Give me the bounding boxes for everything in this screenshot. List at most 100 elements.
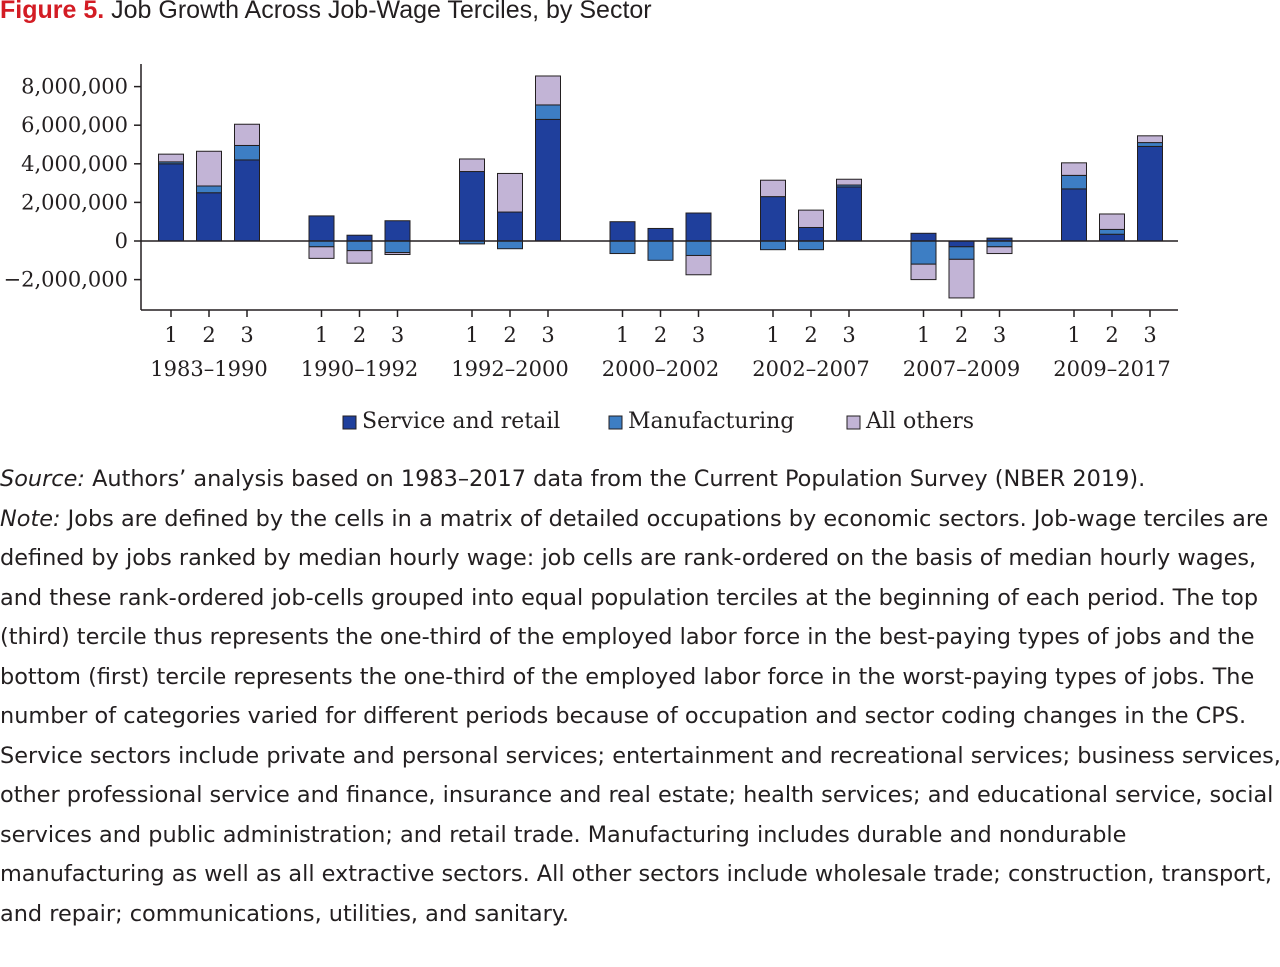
bar-segment-all-others <box>948 258 975 299</box>
bar-segment-all-others <box>836 178 862 186</box>
tercile-label: 3 <box>1143 323 1156 347</box>
period-label: 2009–2017 <box>1053 357 1170 381</box>
bar-segment-manufacturing <box>196 185 222 194</box>
tercile-label: 2 <box>654 323 667 347</box>
note-paragraph: Note: Jobs are defined by the cells in a… <box>0 500 1280 935</box>
period-label: 2002–2007 <box>752 357 869 381</box>
tercile-label: 2 <box>503 323 516 347</box>
bar-segment-service-retail <box>535 118 561 242</box>
legend-label-manufacturing: Manufacturing <box>628 409 794 434</box>
bar-segment-service-retail <box>196 192 222 242</box>
bar-segment-service-retail <box>647 227 674 242</box>
bar-segment-manufacturing <box>346 240 373 252</box>
bar-segment-service-retail <box>497 211 523 242</box>
bar-segment-service-retail <box>308 215 335 242</box>
bar-segment-manufacturing <box>647 240 674 261</box>
bar-segment-all-others <box>308 246 335 259</box>
bar-segment-manufacturing <box>234 144 260 161</box>
period-label: 2007–2009 <box>903 357 1020 381</box>
tercile-label: 3 <box>692 323 705 347</box>
bar-segment-service-retail <box>836 186 862 242</box>
legend-label-service-retail: Service and retail <box>362 409 560 434</box>
source-text: Authors’ analysis based on 1983–2017 dat… <box>84 466 1146 492</box>
tercile-label: 1 <box>766 323 779 347</box>
bar-segment-all-others <box>497 172 523 213</box>
bar-segment-all-others <box>384 252 411 256</box>
source-note: Source: Authors’ analysis based on 1983–… <box>0 460 1280 500</box>
tercile-label: 1 <box>917 323 930 347</box>
y-tick-label: −2,000,000 <box>4 268 128 292</box>
bar-segment-all-others <box>760 179 786 198</box>
y-tick-label: 6,000,000 <box>21 113 128 137</box>
bar-segment-all-others <box>798 209 824 228</box>
bar-segment-manufacturing <box>384 240 411 254</box>
legend-swatch-service-retail <box>342 415 357 430</box>
bar-segment-manufacturing <box>798 240 824 251</box>
tercile-label: 3 <box>240 323 253 347</box>
period-label: 2000–2002 <box>602 357 719 381</box>
bar-segment-all-others <box>158 153 184 163</box>
tercile-label: 1 <box>465 323 478 347</box>
y-axis: −2,000,000 0 2,000,000 4,000,000 6,000,000 8,… <box>4 64 142 310</box>
period-label: 1992–2000 <box>451 357 568 381</box>
figure-label: Figure 5. <box>0 0 105 24</box>
bar-segment-manufacturing <box>760 240 786 251</box>
tercile-label: 2 <box>202 323 215 347</box>
tercile-label: 3 <box>842 323 855 347</box>
tercile-label: 1 <box>1067 323 1080 347</box>
bar-segment-manufacturing <box>497 240 523 250</box>
bar-segment-service-retail <box>1099 233 1125 242</box>
bar-segment-all-others <box>1137 135 1163 144</box>
tercile-label: 2 <box>1105 323 1118 347</box>
bar-segment-service-retail <box>158 163 184 242</box>
bar-segment-manufacturing <box>986 240 1013 248</box>
bar-segment-service-retail <box>384 220 411 242</box>
y-tick-label: 4,000,000 <box>21 152 128 176</box>
legend: Service and retail Manufacturing All other… <box>342 409 974 434</box>
bar-segment-manufacturing <box>948 246 975 260</box>
bar-segment-manufacturing <box>1137 142 1163 147</box>
period-label: 1983–1990 <box>150 357 267 381</box>
bar-segment-all-others <box>685 254 712 276</box>
bar-segment-all-others <box>234 123 260 146</box>
bar-segment-all-others <box>910 263 937 281</box>
bar-segment-all-others <box>986 246 1013 255</box>
bar-segment-all-others <box>196 150 222 187</box>
bar-segment-service-retail <box>609 221 636 242</box>
tercile-label: 3 <box>391 323 404 347</box>
tercile-label: 2 <box>955 323 968 347</box>
tercile-label: 2 <box>353 323 366 347</box>
tercile-label: 1 <box>164 323 177 347</box>
bar-segment-manufacturing <box>609 240 636 255</box>
bar-segment-service-retail <box>910 232 937 242</box>
legend-label-all-others: All others <box>865 409 974 434</box>
tercile-label: 3 <box>541 323 554 347</box>
tercile-label: 1 <box>616 323 629 347</box>
bar-segment-all-others <box>1061 162 1087 176</box>
bar-segment-all-others <box>1099 213 1125 230</box>
note-text: Jobs are defined by the cells in a matri… <box>0 505 1280 927</box>
bar-segment-service-retail <box>459 171 485 242</box>
bar-segment-manufacturing <box>535 104 561 120</box>
figure-notes: Source: Authors’ analysis based on 1983–… <box>0 460 1280 934</box>
bar-segment-service-retail <box>346 234 373 242</box>
tercile-label: 3 <box>993 323 1006 347</box>
tercile-label: 1 <box>315 323 328 347</box>
bar-segment-manufacturing <box>308 240 335 248</box>
bar-segment-service-retail <box>1061 188 1087 242</box>
period-label: 1990–1992 <box>301 357 418 381</box>
y-tick-label: 0 <box>115 229 128 253</box>
y-tick-label: 8,000,000 <box>21 75 128 99</box>
bar-segment-all-others <box>535 75 561 106</box>
legend-swatch-all-others <box>846 415 861 430</box>
figure-title: Figure 5. Job Growth Across Job-Wage Ter… <box>0 0 652 25</box>
bar-segment-all-others <box>346 250 373 264</box>
bar-segment-service-retail <box>1137 145 1163 242</box>
bar-segment-all-others <box>459 158 485 173</box>
bar-segment-service-retail <box>234 159 260 242</box>
bar-segment-manufacturing <box>910 240 937 265</box>
x-axis: 1 2 3 1983–1990 1 2 3 1990–1992 1 2 3 1992–2000 1 2 3 2… <box>141 240 1178 381</box>
bar-segment-manufacturing <box>1061 174 1087 190</box>
figure-title-text: Job Growth Across Job-Wage Terciles, by … <box>111 0 652 24</box>
legend-swatch-manufacturing <box>608 415 623 430</box>
